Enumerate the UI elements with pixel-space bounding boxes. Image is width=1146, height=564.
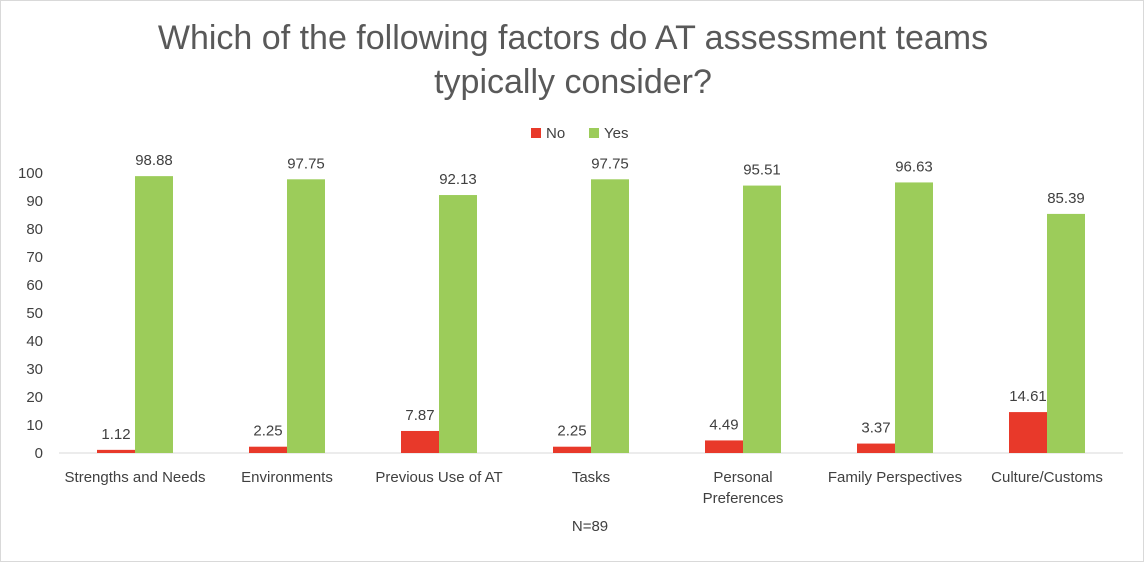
bar-yes bbox=[439, 195, 477, 453]
category-label: Culture/Customs bbox=[991, 469, 1103, 486]
y-tick-label: 10 bbox=[26, 417, 43, 434]
chart-legend: No Yes bbox=[531, 125, 628, 142]
bar-yes bbox=[287, 179, 325, 454]
data-label-yes: 95.51 bbox=[743, 162, 781, 179]
bars bbox=[97, 176, 1085, 454]
category-label: Strengths and Needs bbox=[65, 469, 206, 486]
y-tick-label: 30 bbox=[26, 361, 43, 378]
data-label-no: 7.87 bbox=[405, 407, 434, 424]
category-label: Environments bbox=[241, 469, 333, 486]
category-label: Previous Use of AT bbox=[375, 469, 502, 486]
data-label-no: 3.37 bbox=[861, 420, 890, 437]
category-label: Preferences bbox=[703, 490, 784, 507]
data-label-yes: 97.75 bbox=[591, 155, 629, 172]
data-label-no: 2.25 bbox=[253, 423, 282, 440]
y-tick-label: 80 bbox=[26, 221, 43, 238]
data-label-no: 2.25 bbox=[557, 423, 586, 440]
y-tick-label: 0 bbox=[35, 445, 43, 462]
y-tick-label: 20 bbox=[26, 389, 43, 406]
bar-yes bbox=[1047, 213, 1085, 453]
data-label-no: 14.61 bbox=[1009, 388, 1047, 405]
chart-title-line-1: Which of the following factors do AT ass… bbox=[158, 19, 988, 57]
y-tick-label: 50 bbox=[26, 305, 43, 322]
chart-title-line-2: typically consider? bbox=[434, 63, 712, 101]
category-label: Personal bbox=[713, 469, 772, 486]
bar-no bbox=[1009, 412, 1047, 453]
y-tick-label: 40 bbox=[26, 333, 43, 350]
legend-swatch-no bbox=[531, 128, 541, 138]
bar-yes bbox=[895, 182, 933, 453]
category-label: Tasks bbox=[572, 469, 610, 486]
data-label-no: 1.12 bbox=[101, 426, 130, 443]
category-label: Family Perspectives bbox=[828, 469, 962, 486]
data-labels: 1.12 98.88 2.25 97.75 7.87 92.13 2.25 97.75 4.49… bbox=[101, 152, 1084, 443]
bar-no bbox=[705, 440, 743, 453]
bar-yes bbox=[135, 176, 173, 454]
legend-label-yes: Yes bbox=[604, 125, 628, 142]
data-label-yes: 97.75 bbox=[287, 155, 325, 172]
data-label-yes: 92.13 bbox=[439, 171, 477, 188]
legend-swatch-yes bbox=[589, 128, 599, 138]
y-tick-label: 100 bbox=[18, 165, 43, 182]
data-label-yes: 96.63 bbox=[895, 158, 933, 175]
bar-yes bbox=[591, 179, 629, 454]
data-label-no: 4.49 bbox=[709, 416, 738, 433]
category-labels: Strengths and Needs Environments Previous … bbox=[65, 469, 1103, 507]
bar-no bbox=[857, 443, 895, 453]
sample-size-note: N=89 bbox=[572, 518, 608, 535]
y-axis: 0 10 20 30 40 50 60 70 80 90 100 bbox=[18, 165, 43, 462]
y-tick-label: 70 bbox=[26, 249, 43, 266]
bar-no bbox=[249, 446, 287, 453]
y-tick-label: 90 bbox=[26, 193, 43, 210]
y-tick-label: 60 bbox=[26, 277, 43, 294]
bar-no bbox=[553, 446, 591, 453]
bar-no bbox=[401, 430, 439, 453]
bar-yes bbox=[743, 185, 781, 453]
legend-label-no: No bbox=[546, 125, 565, 142]
bar-no bbox=[97, 449, 135, 453]
data-label-yes: 98.88 bbox=[135, 152, 173, 169]
chart-title: Which of the following factors do AT ass… bbox=[158, 19, 988, 101]
data-label-yes: 85.39 bbox=[1047, 190, 1085, 207]
